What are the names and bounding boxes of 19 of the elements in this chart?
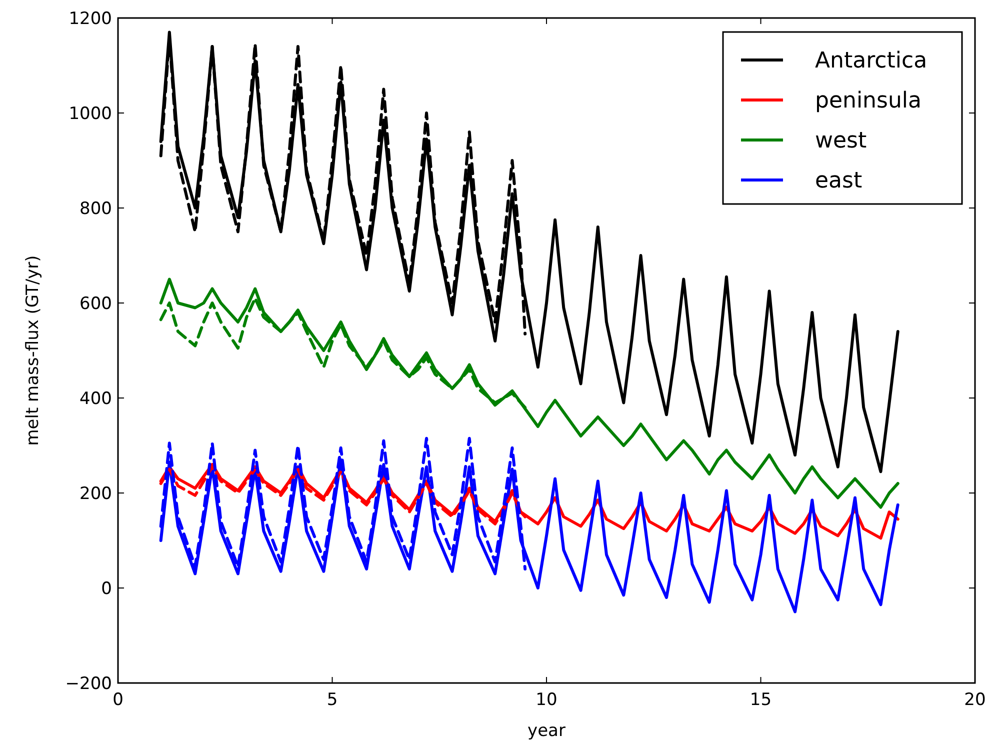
x-tick-label: 15 — [750, 690, 772, 710]
y-tick-label: 400 — [80, 388, 112, 409]
x-tick-label: 20 — [964, 690, 986, 710]
x-tick-label: 5 — [326, 690, 338, 710]
legend-label: west — [815, 128, 867, 154]
y-tick-label: 200 — [80, 484, 112, 504]
legend-label: peninsula — [815, 88, 922, 114]
y-tick-label: 1200 — [68, 8, 112, 29]
y-tick-label: 0 — [101, 578, 112, 599]
line-series — [159, 278, 900, 509]
y-tick-label: 600 — [80, 294, 112, 314]
y-tick-label: 1000 — [68, 104, 112, 124]
y-tick-label: −200 — [65, 674, 112, 694]
x-tick-label: 10 — [536, 690, 558, 710]
legend-label: east — [815, 168, 862, 194]
y-axis-title: melt mass-flux (GT/yr) — [23, 255, 43, 446]
y-tick-label: 800 — [80, 198, 112, 219]
x-axis-title: year — [528, 721, 566, 741]
legend-label: Antarctica — [815, 48, 928, 74]
